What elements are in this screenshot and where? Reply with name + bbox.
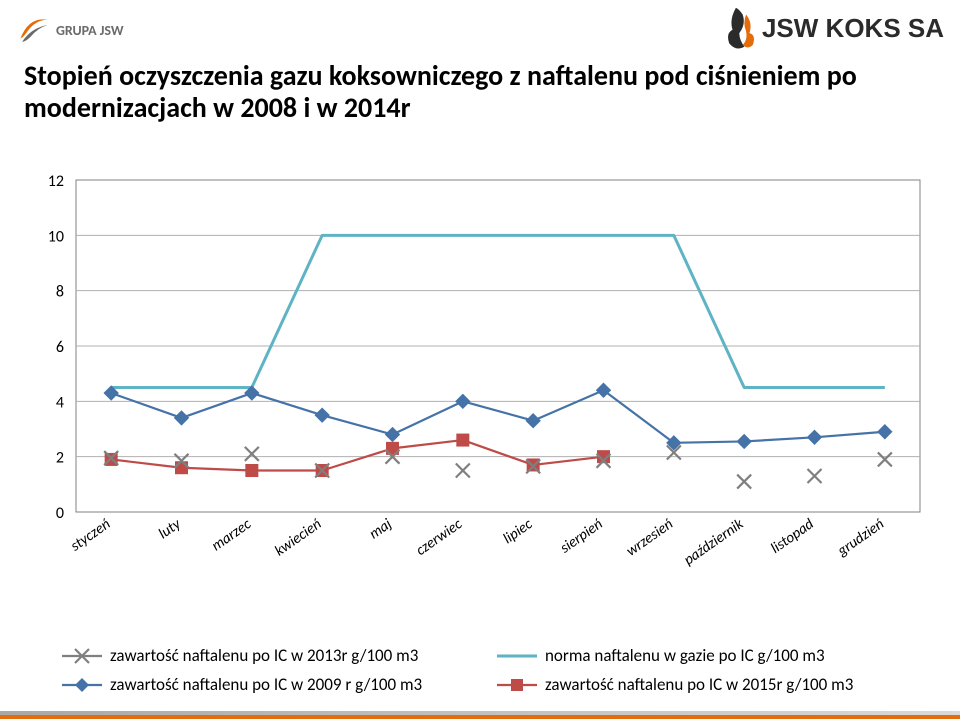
svg-text:12: 12: [48, 172, 64, 191]
legend-label: zawartość naftalenu po IC w 2013r g/100 …: [110, 645, 418, 666]
legend: zawartość naftalenu po IC w 2013r g/100 …: [60, 645, 900, 695]
svg-text:listopad: listopad: [768, 515, 818, 558]
svg-text:6: 6: [56, 338, 64, 357]
svg-text:10: 10: [48, 227, 64, 246]
jsw-bold: JSW: [762, 13, 818, 43]
legend-item: zawartość naftalenu po IC w 2015r g/100 …: [495, 674, 900, 695]
svg-text:kwiecień: kwiecień: [272, 515, 326, 560]
grupa-jsw-text: GRUPA JSW: [56, 22, 124, 39]
svg-text:grudzień: grudzień: [834, 515, 888, 561]
flame-icon: [724, 6, 758, 50]
page-title: Stopień oczyszczenia gazu koksowniczego …: [24, 60, 936, 124]
chart: 0 2 4 6 8 10 12 styczeń luty marzec kwiecień majcze…: [30, 172, 930, 632]
footer-band: [0, 711, 960, 723]
legend-item: norma naftalenu w gazie po IC g/100 m3: [495, 645, 900, 666]
svg-text:lipiec: lipiec: [500, 515, 537, 548]
svg-text:maj: maj: [366, 515, 396, 543]
svg-text:4: 4: [56, 393, 64, 412]
legend-item: zawartość naftalenu po IC w 2009 r g/100…: [60, 674, 465, 695]
svg-text:luty: luty: [155, 515, 185, 544]
svg-text:0: 0: [56, 504, 64, 523]
legend-item: zawartość naftalenu po IC w 2013r g/100 …: [60, 645, 465, 666]
svg-text:2: 2: [56, 449, 64, 468]
svg-text:sierpień: sierpień: [557, 515, 607, 557]
jsw-koks-text: JSW KOKS SA: [762, 13, 944, 44]
svg-text:październik: październik: [681, 515, 748, 569]
jsw-koks-logo: JSW KOKS SA: [724, 4, 944, 52]
grupa-jsw-logo: GRUPA JSW: [16, 8, 124, 52]
koks-sa: KOKS SA: [818, 13, 944, 43]
legend-label: zawartość naftalenu po IC w 2015r g/100 …: [545, 674, 853, 695]
legend-label: zawartość naftalenu po IC w 2009 r g/100…: [110, 674, 422, 695]
svg-text:8: 8: [56, 283, 64, 302]
legend-label: norma naftalenu w gazie po IC g/100 m3: [545, 645, 825, 666]
svg-text:czerwiec: czerwiec: [413, 515, 466, 560]
swoosh-icon: [16, 13, 52, 47]
svg-text:styczeń: styczeń: [67, 515, 114, 555]
svg-text:wrzesień: wrzesień: [623, 515, 677, 560]
svg-text:marzec: marzec: [208, 515, 255, 555]
header: GRUPA JSW JSW KOKS SA: [0, 0, 960, 60]
chart-svg: 0 2 4 6 8 10 12 styczeń luty marzec kwiecień majcze…: [30, 172, 930, 612]
